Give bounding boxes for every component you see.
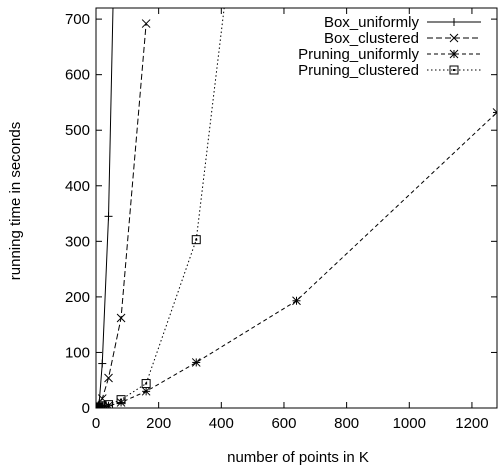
- data-point: [96, 402, 103, 408]
- data-point: [104, 212, 113, 221]
- x-axis-label: number of points in K: [227, 449, 369, 466]
- series-line-0: [96, 8, 114, 408]
- data-point: [116, 395, 126, 405]
- data-point: [104, 373, 113, 383]
- data-point: [292, 296, 301, 306]
- x-tick-label: 400: [209, 415, 234, 432]
- legend-label: Box_uniformly: [324, 14, 420, 31]
- data-point: [191, 358, 201, 367]
- plot-frame: [95, 7, 498, 409]
- y-tick-label: 0: [82, 400, 90, 417]
- series-line-3: [96, 8, 225, 408]
- x-tick-label: 0: [92, 415, 100, 432]
- y-tick-label: 200: [65, 289, 90, 306]
- data-point: [98, 359, 107, 368]
- y-tick-label: 700: [65, 11, 90, 28]
- legend-marker: [450, 18, 458, 26]
- x-tick-label: 200: [146, 415, 171, 432]
- data-point: [116, 313, 126, 323]
- legend: Box_uniformlyBox_clusteredPruning_unifor…: [298, 14, 481, 79]
- x-tick-label: 1000: [393, 415, 426, 432]
- data-point: [191, 235, 201, 245]
- legend-label: Box_clustered: [324, 30, 419, 47]
- data-point: [141, 386, 151, 396]
- y-tick-label: 400: [65, 178, 90, 195]
- y-tick-label: 500: [65, 122, 90, 139]
- data-point: [141, 379, 151, 389]
- y-tick-label: 300: [65, 233, 90, 250]
- legend-label: Pruning_uniformly: [298, 46, 419, 63]
- data-point: [96, 402, 104, 408]
- data-point: [116, 398, 126, 407]
- plot-series: [96, 8, 497, 408]
- y-axis-label: running time in seconds: [7, 122, 24, 280]
- x-tick-label: 600: [271, 415, 296, 432]
- axis-ticks: 0 200 400 600 800 1000 1200 0 100 200 300 400 500 600…: [65, 8, 497, 432]
- legend-marker: [449, 65, 459, 75]
- data-point: [104, 401, 113, 408]
- data-point: [141, 19, 151, 28]
- legend-marker: [449, 49, 459, 59]
- data-point: [97, 401, 107, 408]
- legend-label: Pruning_clustered: [298, 62, 419, 79]
- legend-marker: [449, 33, 459, 43]
- data-point: [104, 400, 114, 408]
- x-tick-label: 800: [334, 415, 359, 432]
- series-line-2: [96, 112, 497, 408]
- y-tick-label: 100: [65, 344, 90, 361]
- y-tick-label: 600: [65, 67, 90, 84]
- data-point: [492, 108, 497, 117]
- x-tick-label: 1200: [455, 415, 488, 432]
- series-line-1: [96, 23, 147, 408]
